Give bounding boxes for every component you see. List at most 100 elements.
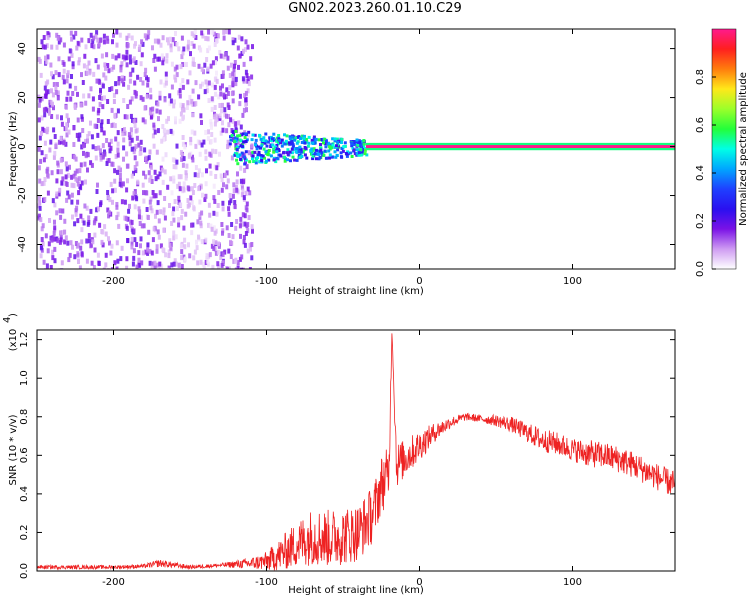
heatmap-cell: [246, 248, 250, 254]
heatmap-cell: [204, 181, 208, 187]
heatmap-cell: [162, 128, 166, 134]
heatmap-cell: [179, 111, 183, 117]
heatmap-cell: [144, 249, 148, 255]
heatmap-cell: [69, 96, 73, 102]
heatmap-cell: [221, 73, 225, 79]
heatmap-cell: [184, 211, 188, 217]
heatmap-cell: [176, 183, 180, 189]
heatmap-cell: [328, 145, 332, 149]
heatmap-cell: [363, 148, 367, 152]
heatmap-cell: [204, 260, 208, 265]
heatmap-cell: [181, 84, 185, 90]
heatmap-cell: [155, 209, 159, 215]
heatmap-cell: [233, 204, 237, 210]
heatmap-cell: [219, 130, 223, 136]
heatmap-cell: [158, 261, 162, 267]
heatmap-cell: [75, 45, 79, 51]
heatmap-cell: [248, 190, 252, 196]
heatmap-cell: [208, 252, 212, 258]
heatmap-cell: [244, 140, 248, 143]
heatmap-cell: [226, 139, 230, 145]
heatmap-cell: [105, 138, 109, 143]
heatmap-cell: [268, 136, 272, 140]
heatmap-cell: [113, 113, 117, 119]
heatmap-cell: [161, 167, 165, 173]
heatmap-cell: [99, 87, 102, 93]
heatmap-cell: [181, 162, 185, 168]
line-ylabel: SNR (10 * v/v): [8, 414, 19, 485]
heatmap-cell: [54, 85, 58, 91]
heatmap-cell: [239, 216, 243, 222]
heatmap-cell: [65, 113, 69, 119]
heatmap-cell: [175, 64, 179, 70]
colorbar-tick-label: 0.2: [695, 213, 706, 229]
heatmap-cell: [128, 54, 132, 60]
heatmap-cell: [304, 147, 308, 150]
heatmap-cell: [161, 35, 165, 41]
heatmap-cell: [104, 65, 107, 71]
heatmap-cell: [148, 177, 152, 183]
heatmap-cell: [43, 197, 47, 202]
heatmap-cell: [225, 184, 229, 190]
heatmap-cell: [346, 150, 350, 154]
heatmap-xtick-label: -200: [102, 276, 125, 287]
heatmap-cell: [274, 160, 278, 164]
heatmap-cell: [67, 117, 70, 123]
heatmap-cell: [327, 143, 331, 147]
heatmap-cell: [312, 137, 316, 141]
heatmap-cell: [251, 157, 254, 161]
heatmap-cell: [214, 240, 218, 245]
heatmap-cell: [65, 197, 69, 203]
heatmap-cell: [82, 143, 85, 149]
line-ytick-label: 0.2: [19, 524, 30, 540]
heatmap-cell: [177, 195, 181, 201]
line-y-scale-close: ): [8, 313, 19, 317]
heatmap-cell: [77, 190, 81, 196]
heatmap-cell: [163, 169, 167, 175]
heatmap-cell: [147, 229, 151, 235]
heatmap-cell: [44, 106, 48, 112]
heatmap-cell: [221, 102, 224, 108]
heatmap-cell: [100, 239, 104, 245]
heatmap-cell: [286, 153, 290, 157]
heatmap-cell: [118, 181, 122, 187]
heatmap-cell: [317, 138, 321, 142]
line-xtick-label: -100: [255, 577, 278, 588]
heatmap-cell: [176, 206, 179, 211]
heatmap-cell: [282, 155, 286, 159]
heatmap-cell: [172, 230, 176, 236]
heatmap-cell: [312, 147, 316, 151]
heatmap-cell: [142, 170, 146, 176]
heatmap-cell: [96, 37, 100, 43]
heatmap-cell: [181, 62, 185, 67]
heatmap-cell: [124, 55, 128, 61]
heatmap-cell: [164, 76, 168, 82]
heatmap-cell: [72, 173, 76, 179]
heatmap-cell: [210, 96, 214, 102]
heatmap-cell: [107, 210, 111, 216]
heatmap-cell: [363, 147, 366, 151]
heatmap-cell: [191, 88, 195, 94]
heatmap-cell: [50, 170, 54, 176]
heatmap-cell: [200, 66, 204, 72]
heatmap-cell: [228, 200, 231, 206]
heatmap-cell: [74, 30, 78, 36]
heatmap-cell: [133, 43, 136, 49]
heatmap-cell: [225, 170, 229, 176]
heatmap-cell: [335, 137, 339, 141]
heatmap-cell: [99, 148, 102, 154]
heatmap-cell: [191, 56, 195, 62]
heatmap-cell: [235, 148, 239, 152]
heatmap-cell: [92, 35, 96, 41]
heatmap-cell: [235, 152, 239, 156]
heatmap-cell: [177, 222, 181, 228]
heatmap-cell: [168, 101, 172, 107]
heatmap-cell: [149, 94, 153, 100]
heatmap-cell: [223, 107, 227, 113]
heatmap-cell: [128, 135, 132, 141]
heatmap-cell: [219, 85, 222, 91]
heatmap-ytick-label: -20: [17, 187, 28, 203]
heatmap-cell: [69, 30, 73, 36]
heatmap-cell: [184, 170, 188, 176]
heatmap-cell: [140, 260, 144, 266]
